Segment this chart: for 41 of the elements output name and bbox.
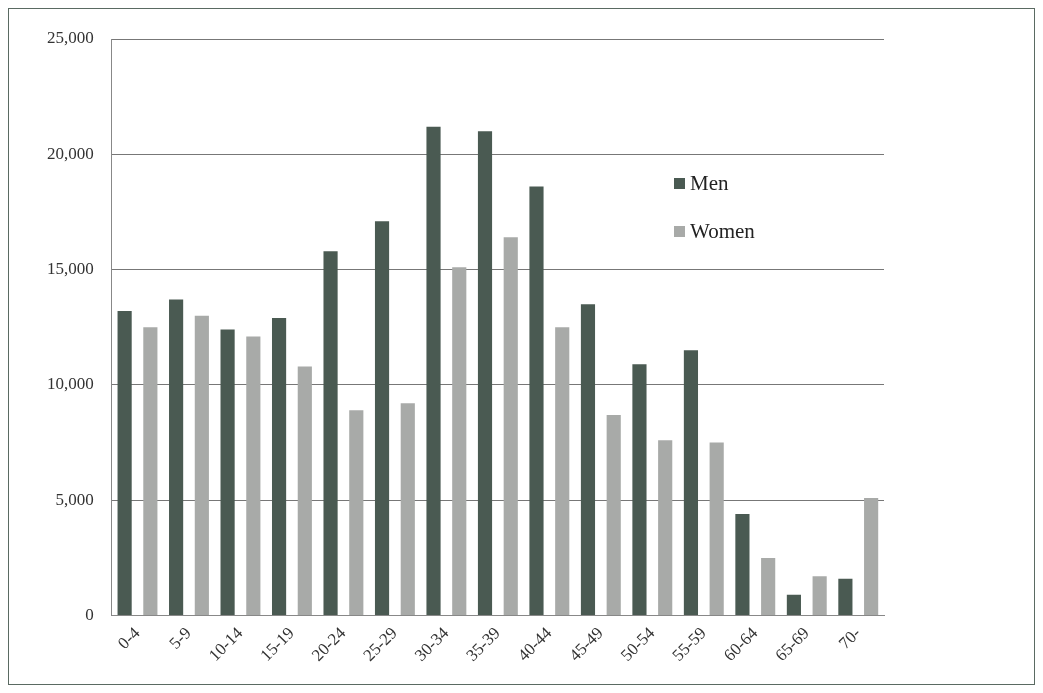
bar bbox=[169, 299, 184, 616]
bar bbox=[271, 318, 287, 616]
bar bbox=[529, 186, 544, 616]
bar bbox=[323, 251, 338, 616]
bar bbox=[477, 131, 493, 616]
bar bbox=[761, 557, 776, 616]
bar bbox=[812, 576, 827, 616]
y-tick-label: 15,000 bbox=[47, 259, 94, 279]
bar bbox=[220, 329, 235, 616]
bar bbox=[864, 497, 879, 616]
legend-label: Women bbox=[690, 218, 755, 245]
y-tick-label: 0 bbox=[85, 605, 94, 624]
y-tick-label: 20,000 bbox=[47, 143, 94, 163]
bar bbox=[143, 327, 158, 616]
x-tick-label: 0-4 bbox=[114, 622, 144, 653]
bar bbox=[374, 221, 390, 616]
bar bbox=[503, 237, 518, 616]
bar bbox=[606, 414, 621, 616]
bar bbox=[709, 442, 724, 616]
bar bbox=[555, 327, 570, 616]
x-tick-label: 5-9 bbox=[165, 623, 195, 653]
bar bbox=[246, 336, 261, 616]
bar bbox=[838, 578, 853, 616]
legend-label: Men bbox=[690, 170, 729, 197]
bar bbox=[117, 311, 132, 616]
bar bbox=[786, 594, 801, 616]
bar bbox=[400, 403, 415, 616]
y-tick-label: 5,000 bbox=[55, 489, 94, 509]
bar bbox=[683, 350, 699, 616]
x-tick-label: 70- bbox=[834, 623, 865, 653]
bar bbox=[426, 126, 441, 616]
y-tick-label: 25,000 bbox=[47, 28, 94, 48]
bar bbox=[349, 410, 364, 616]
bar bbox=[580, 304, 596, 616]
bar bbox=[658, 440, 673, 616]
bar bbox=[297, 366, 312, 616]
bar bbox=[452, 267, 467, 616]
y-tick-label: 10,000 bbox=[47, 374, 94, 394]
bar bbox=[735, 514, 750, 616]
bar bbox=[632, 364, 647, 616]
bar bbox=[194, 315, 209, 616]
